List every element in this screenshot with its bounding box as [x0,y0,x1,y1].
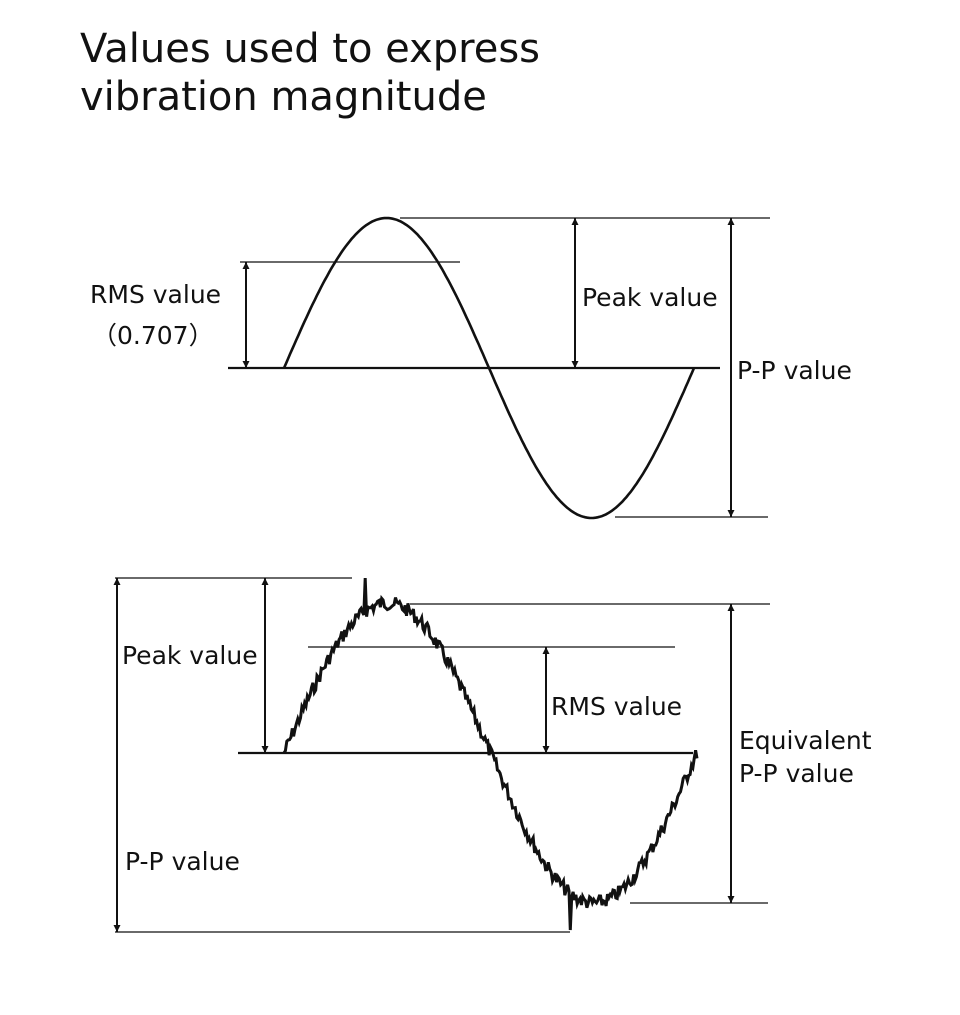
label: RMS value [90,280,221,309]
label: P-P value [125,847,240,876]
label: （0.707） [92,321,214,350]
noisy-diagram: Peak value RMS value Equivalent P-P valu… [113,577,872,933]
sine-curve [282,216,696,520]
title-line: vibration magnitude [80,74,487,120]
label: Peak value [582,283,718,312]
noisy-curve [282,577,699,931]
label: P-P value [737,356,852,385]
label: RMS value [551,692,682,721]
label: Equivalent [739,726,872,755]
label: Peak value [122,641,258,670]
sine-diagram: RMS value （0.707） Peak value P-P value [90,216,852,520]
label: P-P value [739,759,854,788]
title-line: Values used to express [80,26,540,72]
